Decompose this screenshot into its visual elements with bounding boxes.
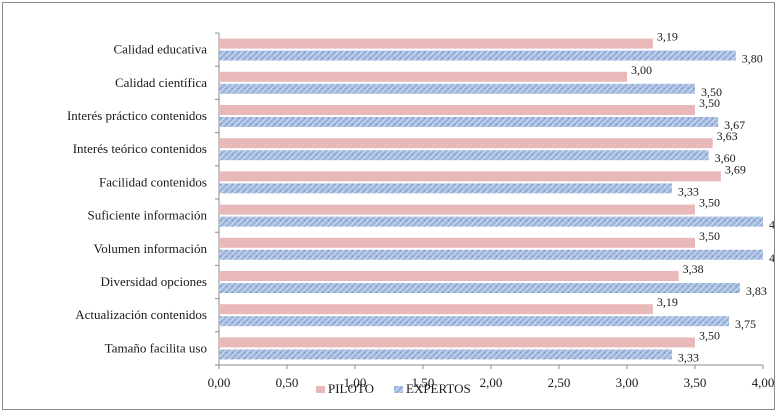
bar-piloto <box>219 337 695 348</box>
x-tick-label: 0,50 <box>276 375 299 390</box>
data-label-expertos: 3,33 <box>678 350 699 364</box>
x-tick-label: 1,00 <box>344 375 367 390</box>
x-tick-label: 3,50 <box>684 375 707 390</box>
bar-piloto <box>219 38 653 49</box>
data-label-piloto: 3,50 <box>699 328 720 342</box>
bar-chart: 0,00 0,50 1,00 1,50 2,00 2,50 3,00 3,50 4,00 Cali… <box>67 30 774 396</box>
bar-piloto <box>219 204 695 215</box>
category-label: Volumen información <box>94 241 208 256</box>
data-label-piloto: 3,50 <box>699 96 720 110</box>
bar-expertos <box>219 117 719 127</box>
legend-label-piloto: PILOTO <box>328 381 374 396</box>
category-label: Facilidad contenidos <box>99 174 207 189</box>
legend-swatch-piloto <box>316 386 325 393</box>
category-label: Calidad educativa <box>114 42 208 57</box>
x-tick-label: 2,00 <box>480 375 503 390</box>
x-tick-label: 3,00 <box>616 375 639 390</box>
bar-piloto <box>219 171 721 182</box>
bar-expertos <box>219 83 695 94</box>
category-label: Interés teórico contenidos <box>73 141 207 156</box>
data-label-expertos: 3,67 <box>724 118 745 132</box>
data-label-piloto: 3,19 <box>657 30 678 44</box>
bar-piloto <box>219 271 679 281</box>
bar-piloto <box>219 304 653 315</box>
legend-label-expertos: EXPERTOS <box>406 381 471 396</box>
data-label-piloto: 3,69 <box>725 162 746 176</box>
data-label-piloto: 3,63 <box>717 129 738 143</box>
category-label: Calidad científica <box>115 75 207 90</box>
bar-expertos <box>219 216 763 227</box>
data-label-expertos: 3,80 <box>742 52 763 66</box>
data-label-expertos: 4,00 <box>769 218 774 232</box>
data-label-piloto: 3,50 <box>699 196 720 210</box>
data-label-expertos: 3,83 <box>746 284 767 298</box>
bar-expertos <box>219 283 740 293</box>
x-tick-label: 4,00 <box>752 375 774 390</box>
category-label: Suficiente información <box>88 208 208 223</box>
bar-expertos <box>219 249 763 260</box>
x-tick-label: 2,50 <box>548 375 571 390</box>
bar-expertos <box>219 349 672 360</box>
bar-expertos <box>219 316 729 327</box>
data-label-expertos: 3,60 <box>715 151 736 165</box>
bar-piloto <box>219 105 695 115</box>
x-tick-label: 1,50 <box>412 375 435 390</box>
legend-swatch-expertos <box>394 386 403 393</box>
bar-expertos <box>219 150 709 161</box>
bar-piloto <box>219 237 695 248</box>
bar-piloto <box>219 71 627 82</box>
category-label: Interés práctico contenidos <box>67 108 207 123</box>
data-label-piloto: 3,19 <box>657 295 678 309</box>
data-label-piloto: 3,00 <box>631 63 652 77</box>
data-label-expertos: 3,75 <box>735 317 756 331</box>
category-label: Tamaño facilita uso <box>105 340 207 355</box>
category-label: Actualización contenidos <box>75 307 207 322</box>
data-label-piloto: 3,38 <box>683 262 704 276</box>
bar-expertos <box>219 183 672 194</box>
bar-piloto <box>219 138 713 149</box>
x-tick-label: 0,00 <box>208 375 231 390</box>
bar-expertos <box>219 50 736 61</box>
data-label-expertos: 3,33 <box>678 184 699 198</box>
data-label-expertos: 3,50 <box>701 85 722 99</box>
data-label-piloto: 3,50 <box>699 229 720 243</box>
data-label-expertos: 4,00 <box>769 251 774 265</box>
category-label: Diversidad opciones <box>100 274 207 289</box>
